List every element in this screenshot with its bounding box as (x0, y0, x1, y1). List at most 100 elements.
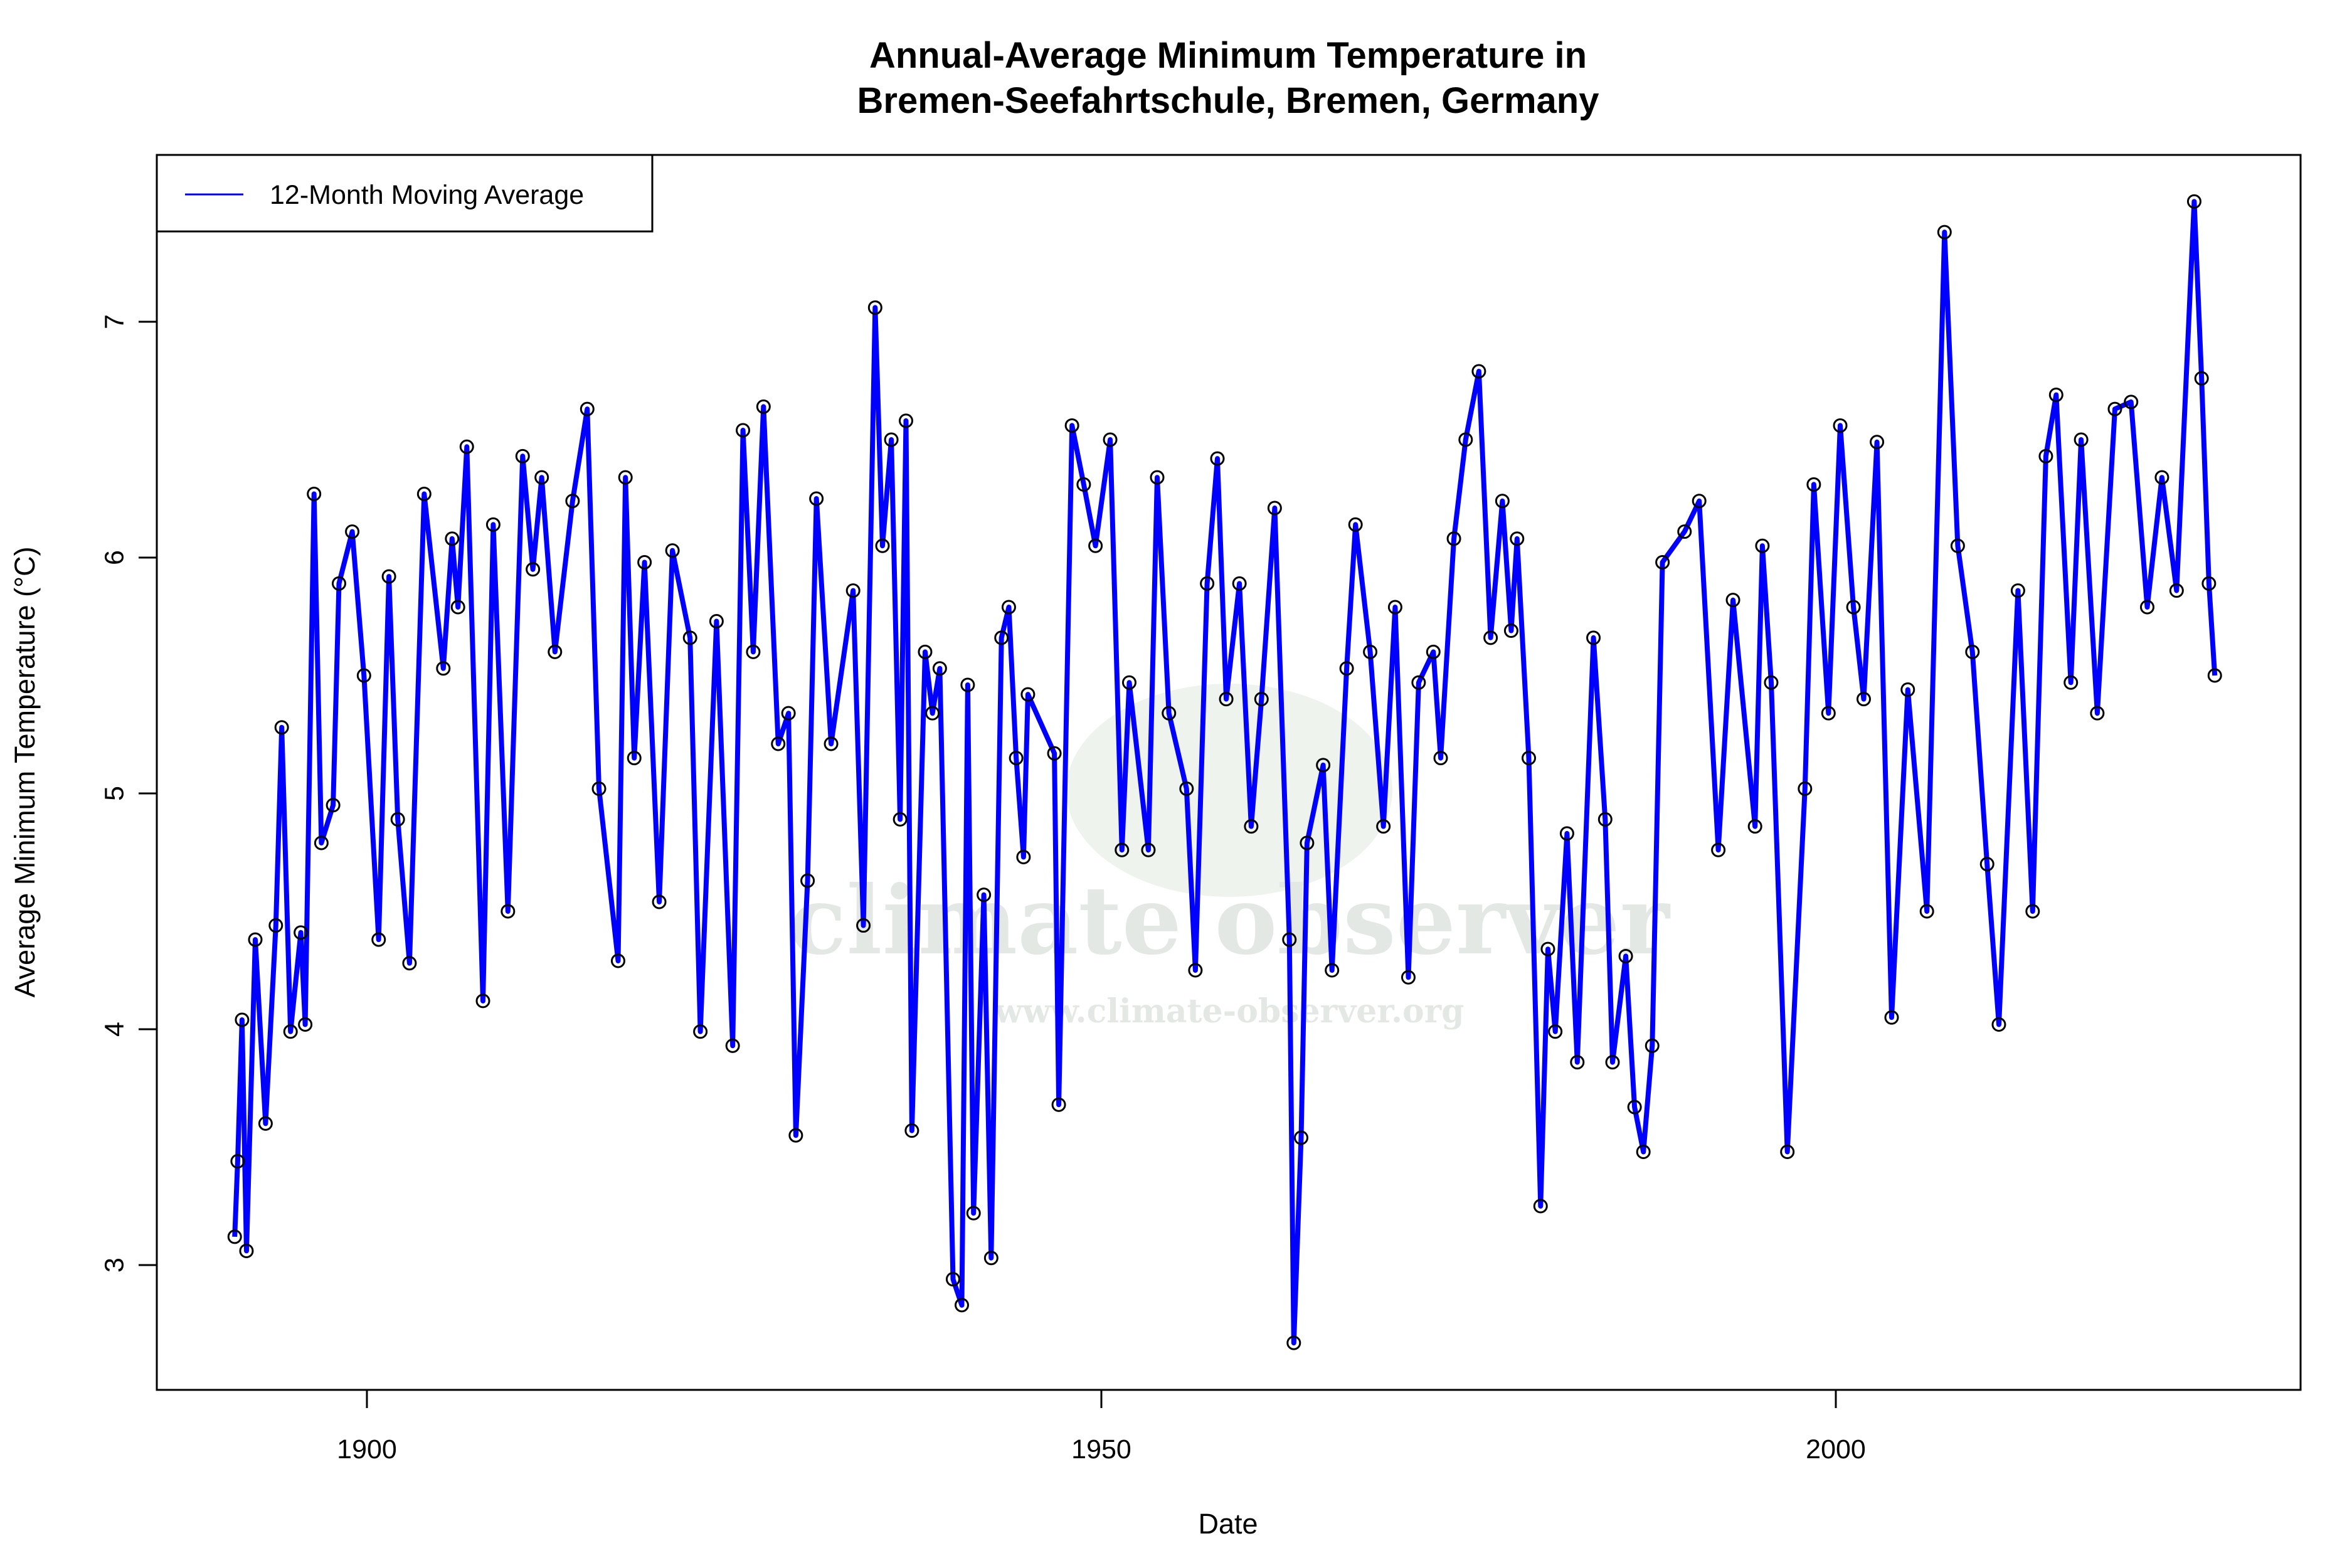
data-point (1016, 850, 1031, 865)
legend: 12-Month Moving Average (156, 154, 654, 233)
data-point (736, 423, 751, 438)
data-point (800, 873, 815, 888)
data-point (2207, 668, 2222, 683)
data-point (402, 956, 417, 971)
data-point (2090, 706, 2105, 721)
data-point (1387, 600, 1402, 615)
x-axis: 1900 1950 2000 (337, 1389, 1866, 1465)
data-point (2038, 448, 2053, 464)
y-tick-label: 7 (99, 314, 129, 329)
data-point (371, 932, 386, 947)
data-point (390, 812, 405, 827)
data-point (994, 630, 1009, 645)
data-point (2186, 194, 2201, 209)
data-point (1020, 687, 1036, 702)
legend-box (156, 154, 654, 233)
data-point (1401, 970, 1416, 985)
data-point (580, 401, 595, 416)
data-point (1210, 451, 1225, 466)
data-point (1900, 682, 1915, 697)
data-point (475, 993, 490, 1009)
data-point (788, 1128, 803, 1143)
data-point (1483, 630, 1498, 645)
data-point (1121, 675, 1136, 690)
data-point (1458, 432, 1473, 447)
data-point (2194, 371, 2209, 386)
data-point (450, 600, 465, 615)
data-point (1747, 819, 1762, 834)
data-point (307, 486, 322, 501)
data-point (1188, 963, 1203, 978)
x-tick-label: 1900 (337, 1434, 397, 1465)
data-point (1677, 524, 1692, 539)
data-point (1522, 751, 1537, 766)
data-point (565, 494, 580, 509)
data-point (268, 918, 283, 933)
x-tick-label: 2000 (1806, 1434, 1866, 1465)
data-point (627, 751, 642, 766)
data-point (618, 470, 633, 485)
y-tick-label: 5 (99, 786, 129, 801)
data-point (945, 1272, 960, 1287)
data-point (1548, 1024, 1563, 1039)
data-point (2124, 395, 2139, 410)
y-axis: 3 4 5 6 7 (99, 314, 158, 1273)
data-point (1991, 1017, 2006, 1032)
data-point (899, 413, 914, 428)
data-point (230, 1154, 245, 1169)
data-point (2074, 432, 2089, 447)
data-point (610, 953, 625, 968)
data-point (1655, 555, 1670, 570)
data-point (932, 661, 947, 676)
data-point (235, 1012, 250, 1027)
data-point (1870, 435, 1885, 450)
data-point (756, 399, 771, 414)
y-tick-label: 4 (99, 1022, 129, 1037)
x-tick-label: 1950 (1071, 1434, 1131, 1465)
data-point (824, 736, 839, 751)
data-point (1856, 692, 1871, 707)
data-point (591, 781, 607, 796)
data-point (1833, 418, 1848, 433)
data-point (1300, 835, 1315, 850)
data-point (1533, 1199, 1548, 1214)
data-point (294, 925, 309, 940)
data-point (1150, 470, 1165, 485)
data-point (1294, 1130, 1309, 1145)
data-point (682, 630, 697, 645)
data-point (1645, 1038, 1660, 1053)
data-point (1051, 1097, 1066, 1112)
y-tick-label: 3 (99, 1258, 129, 1273)
data-point (1806, 477, 1821, 492)
data-point (2169, 583, 2184, 598)
data-point (1510, 531, 1525, 546)
data-point (1597, 812, 1613, 827)
data-point (1503, 623, 1518, 638)
data-point (548, 644, 563, 659)
data-point (298, 1017, 313, 1032)
data-point (1064, 418, 1079, 433)
data-point (955, 1298, 970, 1313)
data-point (1219, 692, 1234, 707)
data-point (1316, 758, 1331, 773)
data-point (1433, 751, 1448, 766)
data-point (781, 706, 796, 721)
data-point (1755, 538, 1770, 553)
data-point (1627, 1099, 1642, 1115)
data-point (1179, 781, 1194, 796)
data-point (239, 1243, 254, 1258)
data-point (665, 543, 680, 558)
data-point (227, 1229, 242, 1244)
data-point (485, 517, 501, 532)
data-point (1692, 494, 1707, 509)
data-point (526, 562, 541, 577)
data-point (1088, 538, 1103, 553)
data-point (918, 644, 933, 659)
data-point (1426, 644, 1441, 659)
data-point (960, 677, 975, 692)
data-point (345, 524, 360, 539)
data-point (1254, 692, 1269, 707)
data-point (1965, 644, 1980, 659)
data-point (884, 432, 899, 447)
data-point (867, 300, 882, 315)
